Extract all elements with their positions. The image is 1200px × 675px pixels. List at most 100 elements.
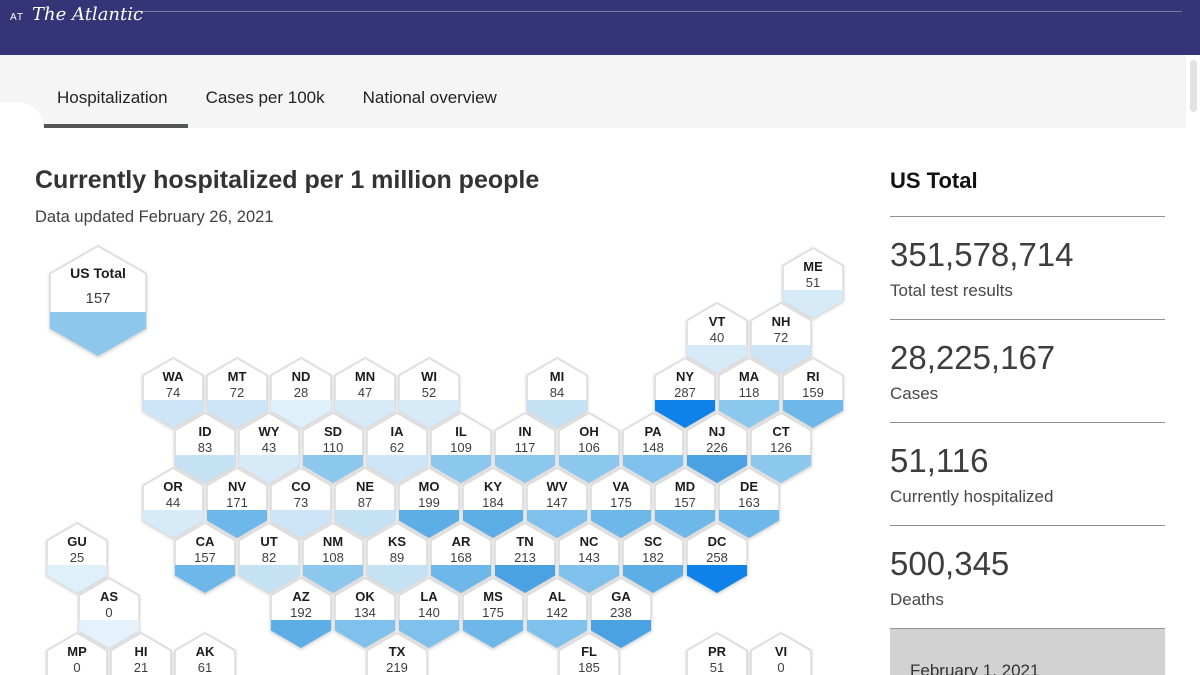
hex-mp[interactable]: MP0 [46,632,108,675]
hex-fill [335,620,395,648]
date-box[interactable]: February 1, 2021 [890,628,1165,675]
scrollbar-thumb[interactable] [1190,60,1197,112]
hex-fill [207,510,267,538]
hex-code-label: NH [772,314,791,329]
hex-code-label: CT [772,424,789,439]
hex-code-label: CA [196,534,215,549]
hex-code-label: HI [135,644,148,659]
hex-fill [303,455,363,483]
hex-fill [719,510,779,538]
hex-us-total[interactable]: US Total 157 [49,245,147,357]
hex-code-label: IL [455,424,467,439]
hex-fill [495,565,555,593]
hex-fill [527,510,587,538]
stat-deaths: 500,345 Deaths [890,525,1165,628]
hex-fill [559,455,619,483]
hex-code-label: AK [196,644,215,659]
hex-code-label: NC [580,534,599,549]
hex-value-label: 148 [642,440,664,455]
hex-value-label: 157 [674,495,696,510]
hex-value-label: 171 [226,495,248,510]
stats-list: 351,578,714 Total test results 28,225,167 C… [890,216,1165,628]
hex-fill [239,565,299,593]
hex-fill [783,400,843,428]
atlantic-logo[interactable]: AT The Atlantic [10,4,143,25]
tab-cases-per-100k[interactable]: Cases per 100k [205,88,325,107]
hex-fill [335,400,395,428]
hex-fill [719,400,779,428]
hex-value-label: 287 [674,385,696,400]
hex-value-label: 157 [194,550,216,565]
hex-value-label: 219 [386,660,408,675]
hex-value-label: 192 [290,605,312,620]
hex-value-label: 21 [134,660,148,675]
hex-vi[interactable]: VI0 [750,632,812,675]
hex-code-label: OR [163,479,183,494]
tab-national-overview[interactable]: National overview [362,88,497,107]
stat-value: 28,225,167 [890,339,1056,376]
hex-fill [783,290,843,318]
hex-value-label: 147 [546,495,568,510]
tab-hospitalization[interactable]: Hospitalization [36,88,188,128]
hex-as[interactable]: AS0 [78,577,140,649]
hex-value-label: 157 [85,290,110,307]
hex-fill [143,400,203,428]
hex-fill [50,312,146,356]
hex-fill [399,400,459,428]
hex-code-label: NM [323,534,343,549]
